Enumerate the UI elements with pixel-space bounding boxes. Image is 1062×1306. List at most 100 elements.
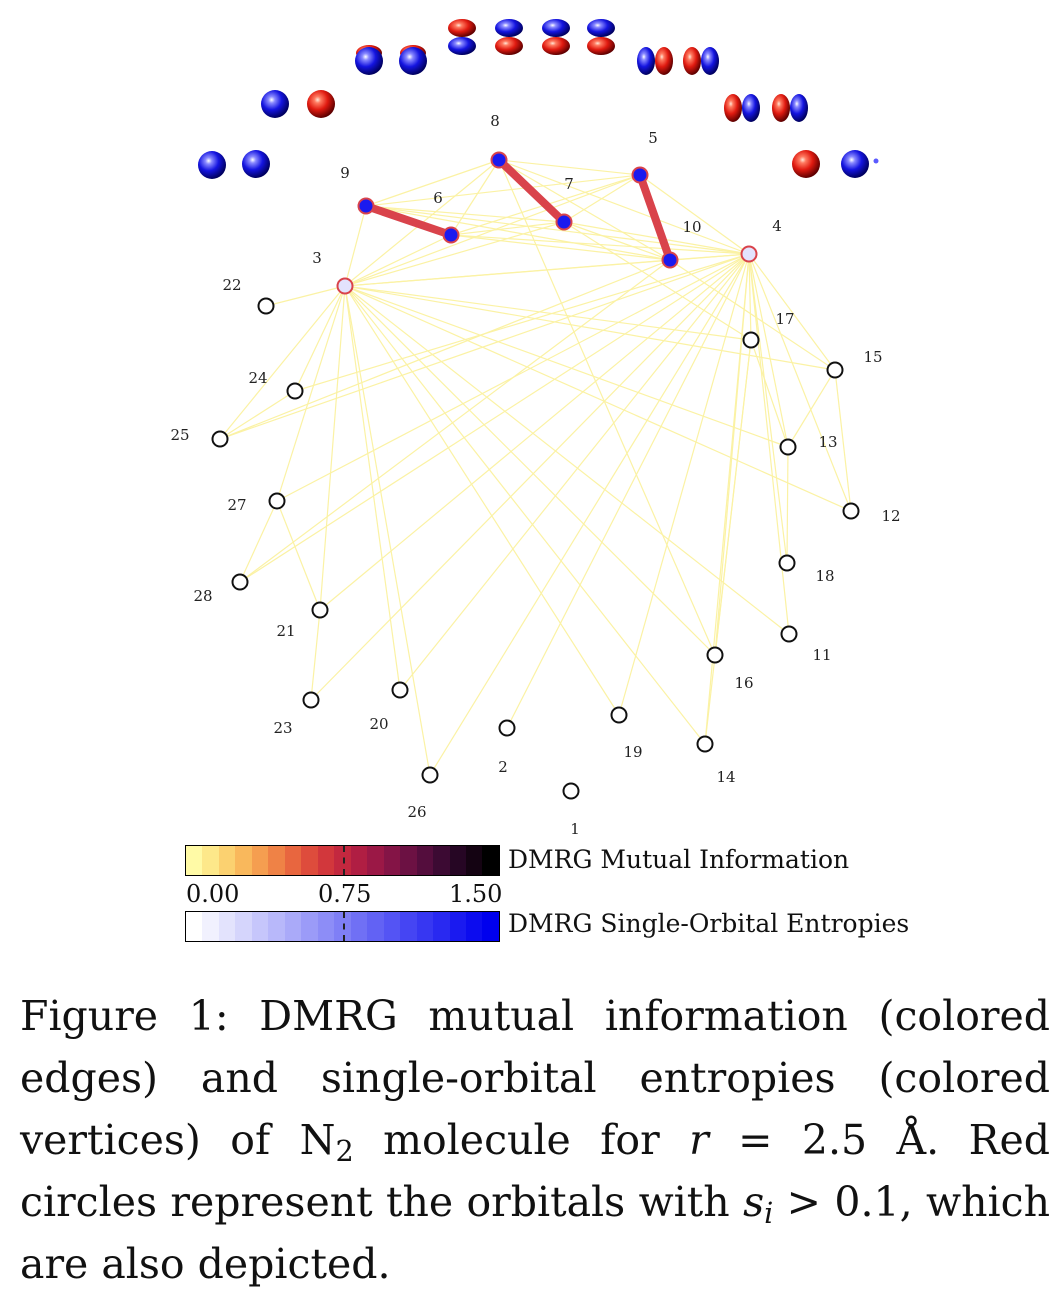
node-label-24: 24 [248,369,267,387]
node-label-2: 2 [498,758,508,776]
node-5 [631,166,649,184]
weak-edge-9-10 [365,205,671,261]
node-label-25: 25 [170,426,189,444]
weak-edge-6-3 [344,234,452,287]
weak-edge-7-3 [344,221,565,287]
graph-nodes [211,151,860,800]
weak-edge-10-28 [239,259,671,583]
node-28 [231,573,249,591]
node-4 [740,245,758,263]
strong-edges [362,156,674,264]
entropy-colorbar-swatch [235,912,252,941]
weak-edge-3-13 [344,285,789,448]
weak-edge-5-4 [639,174,750,255]
weak-edge-24-25 [219,390,296,440]
node-label-21: 21 [276,622,295,640]
single-orbital-entropy-legend-label: DMRG Single-Orbital Entropies [508,909,910,938]
node-24 [286,382,304,400]
node-label-15: 15 [863,348,882,366]
weak-edge-7-10 [563,221,671,261]
weak-edge-3-14 [344,285,706,745]
orbital-images [198,19,879,179]
orbital-10-image [724,94,808,122]
orbital-graph-figure: 1234567891011121314151617181920212223242… [170,19,901,838]
strong-edge-8-7 [495,156,568,226]
weak-edge-4-13 [748,253,789,448]
weak-edge-15-13 [787,369,836,448]
weak-edge-4-12 [748,253,852,512]
weak-edge-9-5 [365,174,641,207]
weak-edge-4-18 [748,253,788,564]
node-17 [742,331,760,349]
entropy-colorbar-swatch [400,912,417,941]
caption-var-s-subscript: i [764,1196,774,1231]
entropy-colorbar-swatch [218,912,236,941]
node-label-27: 27 [227,496,246,514]
node-9 [357,197,375,215]
mi-colorbar-swatch [465,846,483,875]
mi-colorbar-swatch [383,846,401,875]
entropy-colorbar-swatch [465,912,483,941]
colorbar-tick-0: 0.00 [186,880,240,908]
node-12 [842,502,860,520]
weak-edge-4-28 [239,253,750,583]
graph-node-labels: 1234567891011121314151617181920212223242… [170,112,900,838]
node-label-1: 1 [570,820,580,838]
strong-edge-9-6 [362,202,455,239]
node-11 [780,625,798,643]
node-2 [498,719,516,737]
weak-edge-6-10 [450,234,671,261]
weak-edge-4-20 [399,253,750,691]
node-label-4: 4 [772,217,782,235]
entropy-colorbar-swatch [367,912,384,941]
node-label-14: 14 [716,768,735,786]
entropy-colorbar-swatch [284,912,302,941]
weak-edge-3-25 [219,285,346,440]
weak-edge-4-2 [506,253,750,729]
mi-colorbar-swatch [367,846,384,875]
mi-colorbar-swatch [284,846,302,875]
weak-edge-8-6 [450,159,500,236]
mi-colorbar-swatch [202,846,219,875]
orbital-6-image [261,90,335,118]
weak-edge-15-12 [834,369,852,512]
weak-edge-4-25 [219,253,750,440]
entropy-colorbar-swatch [251,912,269,941]
node-label-10: 10 [682,218,701,236]
weak-edge-5-3 [344,174,641,287]
weak-edge-3-12 [344,285,852,512]
node-3 [336,277,354,295]
weak-edge-10-25 [219,259,671,440]
mi-colorbar-swatch [350,846,368,875]
mi-colorbar-swatch [218,846,236,875]
node-14 [696,735,714,753]
mi-colorbar-swatch [186,846,203,875]
weak-edge-3-26 [344,285,431,776]
weak-edge-4-11 [748,253,790,635]
orbital-4-image [792,150,879,178]
node-label-16: 16 [734,674,753,692]
mi-colorbar-swatch [334,846,351,875]
orbital-3-image [355,45,427,75]
weak-edge-4-17 [748,253,752,341]
entropy-colorbar-swatch [186,912,203,941]
node-13 [779,438,797,456]
mi-colorbar-swatch [301,846,318,875]
entropy-colorbar-swatch [301,912,318,941]
weak-edge-6-7 [450,221,565,236]
weak-edge-7-4 [563,221,750,255]
entropy-colorbar-midpoint-marker [342,912,345,941]
node-label-28: 28 [193,587,212,605]
weak-edge-8-16 [498,159,716,656]
node-label-6: 6 [433,189,443,207]
weak-edge-3-24 [294,285,346,392]
node-6 [442,226,460,244]
colorbar-tick-2: 1.50 [449,880,503,908]
weak-edge-8-5 [498,159,641,176]
node-label-12: 12 [881,507,900,525]
node-20 [391,681,409,699]
weak-edge-9-7 [365,205,565,223]
weak-edges [219,159,852,776]
weak-edge-17-13 [750,339,789,448]
mi-colorbar-swatch [416,846,434,875]
